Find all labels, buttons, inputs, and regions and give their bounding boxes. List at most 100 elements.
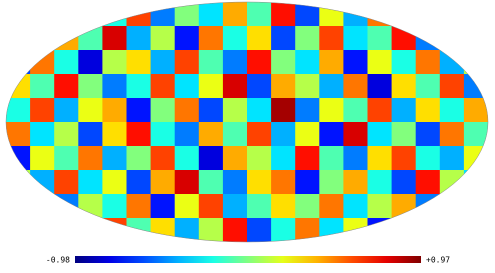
map-pixel [319,218,344,242]
map-pixel [102,98,127,123]
map-pixel [319,122,344,147]
map-pixel [463,26,488,51]
map-pixel [102,50,127,75]
map-pixel [271,26,296,51]
map-pixel [6,50,31,75]
map-pixel [319,194,344,219]
map-pixel [30,26,55,51]
map-pixel [30,98,55,123]
map-pixel [222,98,248,123]
map-pixel [247,2,272,27]
map-pixel [247,194,272,219]
map-pixel [102,2,127,27]
map-pixel [78,50,103,75]
map-pixel [343,26,368,51]
map-pixel [439,74,465,99]
map-pixel [174,122,200,147]
map-pixel [439,170,465,195]
map-pixel [295,194,320,219]
map-pixel [295,122,320,147]
map-pixel [30,146,55,171]
map-pixel [439,146,465,171]
map-pixel [54,146,79,171]
sky-map [6,2,488,242]
map-pixel [198,194,224,219]
map-pixel [247,218,272,242]
map-pixel [463,194,488,219]
map-pixel [30,2,55,27]
map-pixel [150,2,176,27]
map-pixel [463,98,488,123]
map-pixel [247,146,272,171]
map-pixel [319,98,344,123]
map-pixel [222,2,248,27]
map-pixel [6,98,31,123]
map-pixel [415,98,441,123]
map-pixel [271,218,296,242]
map-pixel [319,2,344,27]
map-pixel [102,218,127,242]
map-pixel [319,74,344,99]
map-pixel [30,74,55,99]
map-pixel [6,26,31,51]
map-pixel [463,170,488,195]
map-pixel [102,74,127,99]
map-pixel [343,74,368,99]
map-pixel [174,146,200,171]
map-pixel [319,26,344,51]
map-pixel [198,2,224,27]
map-pixel [78,98,103,123]
map-pixel [271,98,296,123]
map-pixel [295,50,320,75]
map-pixel [126,170,152,195]
map-pixel [391,98,417,123]
map-pixel [391,170,417,195]
map-pixel [78,2,103,27]
map-pixel [126,50,152,75]
map-pixel [439,98,465,123]
map-pixel [6,74,31,99]
map-pixel [343,146,368,171]
map-pixel [198,170,224,195]
map-pixel [271,146,296,171]
map-pixel [247,26,272,51]
map-pixel [6,218,31,242]
map-pixel [367,98,393,123]
map-pixel [247,122,272,147]
map-pixel [295,26,320,51]
map-pixel [30,194,55,219]
map-pixel [439,50,465,75]
map-pixel [247,74,272,99]
map-pixel [78,170,103,195]
map-pixel [391,26,417,51]
map-pixel [30,170,55,195]
map-pixel [126,194,152,219]
map-pixel [415,218,441,242]
map-pixel [222,218,248,242]
map-pixel [463,146,488,171]
map-pixel [198,122,224,147]
map-pixel [30,50,55,75]
map-pixel [271,122,296,147]
colorbar-min-label: -0.98 [46,256,70,265]
map-pixel [150,170,176,195]
map-pixel [391,122,417,147]
map-pixel [54,26,79,51]
map-pixel [415,170,441,195]
map-pixel [343,170,368,195]
map-pixel [439,194,465,219]
map-pixel [54,74,79,99]
map-pixel [343,98,368,123]
map-pixel [343,2,368,27]
map-pixel [126,26,152,51]
map-pixel [391,146,417,171]
map-pixel [391,50,417,75]
map-pixel [415,50,441,75]
map-pixel [54,2,79,27]
map-pixel [150,50,176,75]
map-pixel [150,26,176,51]
map-pixel [222,122,248,147]
map-pixel [102,26,127,51]
map-pixel [126,146,152,171]
map-pixel [54,170,79,195]
